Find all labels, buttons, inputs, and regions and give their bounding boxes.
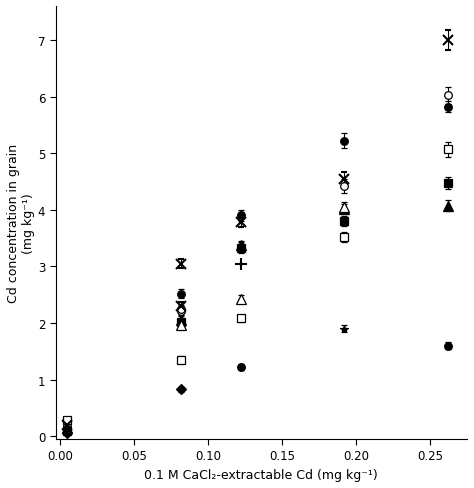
Y-axis label: Cd concentration in grain
(mg kg⁻¹): Cd concentration in grain (mg kg⁻¹) xyxy=(7,143,35,303)
X-axis label: 0.1 M CaCl₂-extractable Cd (mg kg⁻¹): 0.1 M CaCl₂-extractable Cd (mg kg⁻¹) xyxy=(145,468,378,481)
